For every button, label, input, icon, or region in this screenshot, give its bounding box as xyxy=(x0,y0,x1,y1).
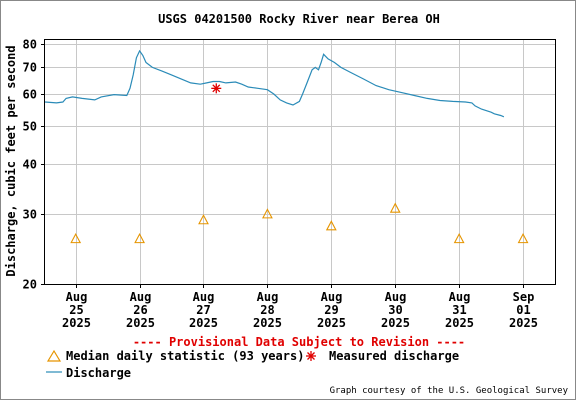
x-tick-label: 27 xyxy=(196,303,210,317)
x-tick-label: 26 xyxy=(133,303,147,317)
x-tick-label: 2025 xyxy=(189,316,218,330)
median-marker xyxy=(261,208,273,219)
y-tick-label: 50 xyxy=(23,120,37,134)
legend-measured-label: Measured discharge xyxy=(329,349,459,363)
legend-discharge-label: Discharge xyxy=(66,366,131,380)
credit-text: Graph courtesy of the U.S. Geological Su… xyxy=(330,386,569,396)
median-marker xyxy=(325,220,337,231)
x-tick-label: 2025 xyxy=(317,316,346,330)
legend-measured-asterisk-icon xyxy=(306,351,316,361)
legend: Median daily statistic (93 years) Measur… xyxy=(46,349,459,380)
x-tick-label: Aug xyxy=(193,290,215,304)
plot-area-border xyxy=(44,39,556,285)
y-tick-label: 20 xyxy=(23,278,37,292)
x-tick-label: 28 xyxy=(260,303,274,317)
y-tick-label: 60 xyxy=(23,88,37,102)
x-tick-label: Aug xyxy=(66,290,88,304)
x-tick-label: Aug xyxy=(449,290,471,304)
chart-title: USGS 04201500 Rocky River near Berea OH xyxy=(158,12,440,26)
legend-median-triangle-icon xyxy=(46,349,62,362)
x-tick-label: 2025 xyxy=(381,316,410,330)
discharge-line xyxy=(44,49,505,118)
series xyxy=(44,49,529,244)
x-tick-label: 25 xyxy=(69,303,83,317)
x-tick-label: 2025 xyxy=(509,316,538,330)
x-axis-ticks: Aug252025Aug262025Aug272025Aug282025Aug2… xyxy=(62,284,538,330)
x-tick-label: Aug xyxy=(321,290,343,304)
x-tick-label: 29 xyxy=(324,303,338,317)
y-tick-label: 70 xyxy=(23,61,37,75)
median-marker xyxy=(453,232,465,244)
y-tick-label: 40 xyxy=(23,158,37,172)
x-tick-label: 2025 xyxy=(445,316,474,330)
x-tick-label: 01 xyxy=(516,303,530,317)
median-marker xyxy=(389,202,401,213)
median-marker xyxy=(517,232,529,244)
x-tick-label: Aug xyxy=(385,290,407,304)
x-tick-label: Aug xyxy=(130,290,152,304)
x-tick-label: Sep xyxy=(513,290,535,304)
x-tick-label: 2025 xyxy=(62,316,91,330)
x-tick-label: Aug xyxy=(257,290,279,304)
median-marker xyxy=(70,232,82,244)
y-axis-label: Discharge, cubic feet per second xyxy=(4,45,18,276)
y-tick-label: 80 xyxy=(23,38,37,52)
median-marker xyxy=(198,214,209,225)
provisional-notice: ---- Provisional Data Subject to Revisio… xyxy=(133,335,465,349)
y-tick-label: 30 xyxy=(23,208,37,222)
legend-median-label: Median daily statistic (93 years) xyxy=(66,349,304,363)
median-marker xyxy=(134,232,145,244)
x-tick-label: 30 xyxy=(388,303,402,317)
x-tick-label: 2025 xyxy=(253,316,282,330)
measured-marker xyxy=(211,83,222,94)
x-tick-label: 31 xyxy=(452,303,466,317)
x-tick-label: 2025 xyxy=(126,316,155,330)
